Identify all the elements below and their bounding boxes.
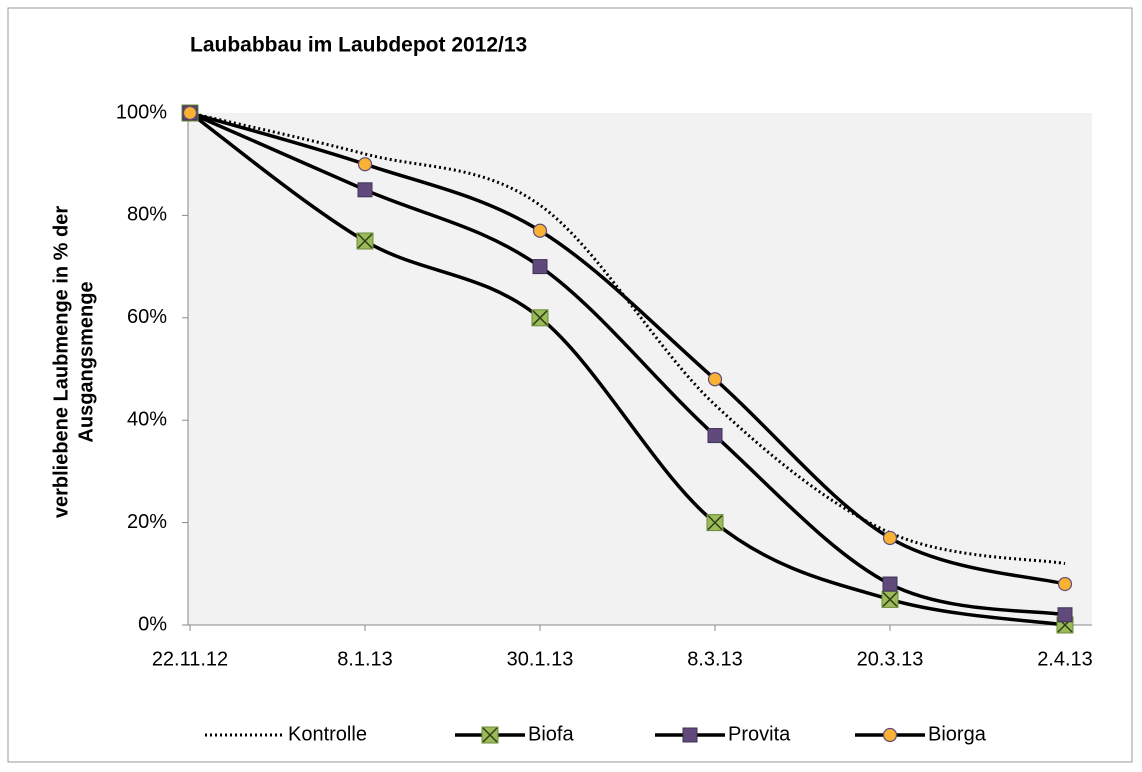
marker-cross: [707, 515, 723, 531]
y-tick-label: 40%: [127, 408, 167, 430]
series-line: [189, 111, 1066, 566]
y-tick-label: 60%: [127, 306, 167, 328]
marker: [357, 157, 373, 172]
x-tick-label: 22.11.12: [152, 648, 228, 670]
y-axis-title: verbliebene Laubmenge in % der: [50, 206, 72, 519]
x-tick-label: 20.3.13: [857, 648, 924, 670]
y-tick-label: 80%: [127, 204, 167, 226]
marker-cross: [357, 233, 373, 249]
y-tick-label: 100%: [116, 101, 167, 123]
marker: [882, 727, 898, 743]
chart-title: Laubabbau im Laubdepot 2012/13: [190, 34, 527, 57]
marker: [707, 372, 723, 387]
legend-label: Biorga: [928, 723, 987, 745]
marker: [532, 223, 548, 238]
marker: [682, 727, 698, 743]
marker: [182, 105, 198, 121]
series-line: [189, 111, 1066, 617]
legend-label: Biofa: [528, 723, 574, 745]
marker: [357, 182, 373, 198]
x-tick-label: 2.4.13: [1037, 648, 1093, 670]
marker: [882, 576, 898, 592]
series-line: [188, 111, 1066, 627]
y-tick-label: 20%: [127, 511, 167, 533]
x-tick-label: 30.1.13: [507, 648, 574, 670]
marker: [1057, 607, 1073, 623]
marker: [1057, 576, 1073, 592]
y-axis-title: Ausgangsmenge: [75, 281, 97, 442]
marker: [707, 428, 723, 444]
x-tick-label: 8.3.13: [687, 648, 743, 670]
marker: [532, 259, 548, 275]
marker-cross: [482, 727, 498, 743]
legend-label: Kontrolle: [288, 723, 367, 745]
y-tick-label: 0%: [138, 613, 167, 635]
marker-cross: [882, 591, 898, 607]
legend-label: Provita: [728, 723, 791, 745]
plot-area: [188, 113, 1092, 625]
marker: [882, 530, 898, 546]
x-tick-label: 8.1.13: [337, 648, 393, 670]
marker-cross: [532, 310, 548, 326]
series-line: [189, 111, 1066, 586]
